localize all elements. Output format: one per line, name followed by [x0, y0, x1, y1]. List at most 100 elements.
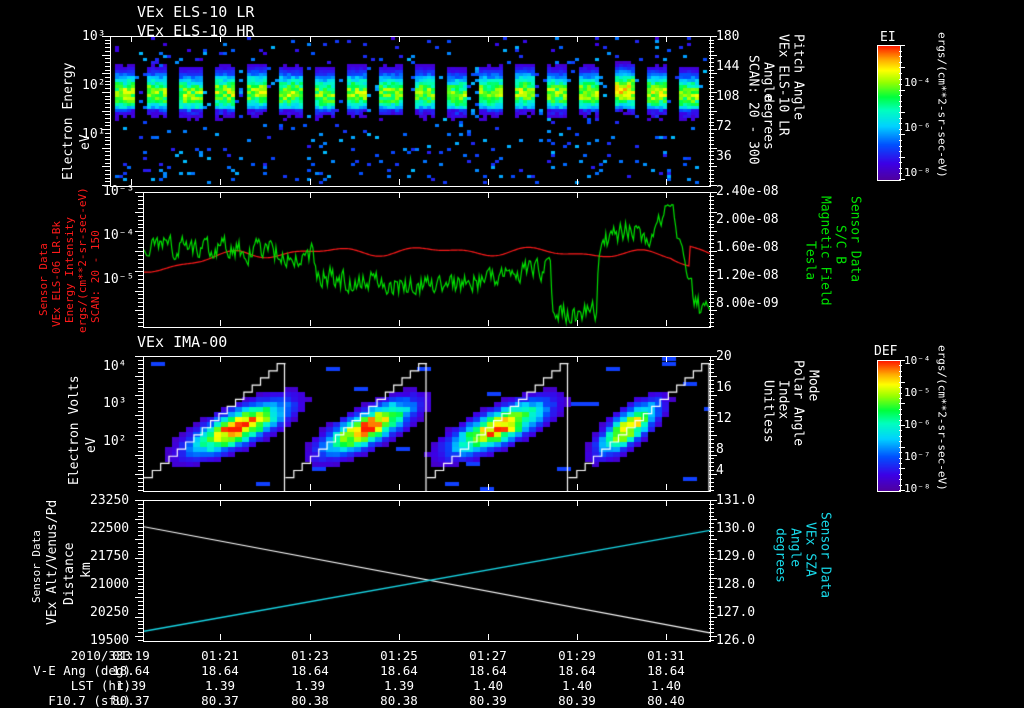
panel4-tickmark — [138, 601, 143, 602]
panel3-tickmark — [138, 478, 143, 479]
panel3-tickmark — [138, 403, 143, 404]
colorbar2-ticks: 10⁻⁴ 10⁻⁵ 10⁻⁶ 10⁻⁷ 10⁻⁸ — [900, 354, 960, 495]
panel1-time-tickmark — [577, 179, 578, 185]
panel1-tickmark — [709, 159, 714, 160]
panel2-time-tickmark — [220, 320, 221, 326]
panel3-tickmark — [709, 403, 714, 404]
footer-f107-4: 80.39 — [469, 693, 507, 708]
panel3-right-label-1: Mode — [805, 370, 821, 402]
panel2-time-tickmark — [577, 192, 578, 198]
panel1-left-axis-label: Electron Energy — [61, 55, 76, 180]
panel4-time-tickmark — [577, 634, 578, 640]
footer-time-2: 01:23 — [291, 648, 329, 663]
panel3-plot[interactable] — [143, 356, 711, 492]
panel4-tickmark — [709, 593, 714, 594]
panel4-time-tickmark — [310, 500, 311, 506]
panel1-tickmark — [105, 81, 110, 82]
panel4-tickmark — [709, 632, 714, 633]
panel4-rtick-5: 126.0 — [716, 633, 756, 648]
panel1-tickmark — [102, 36, 110, 37]
panel2-tickmark — [709, 224, 714, 225]
panel1-ytick-1: 10² — [82, 78, 106, 93]
colorbar1-tickmark — [899, 112, 905, 113]
panel3-tickmark — [138, 431, 143, 432]
panel4-tickmark — [138, 613, 143, 614]
panel3-tickmark — [138, 486, 143, 487]
colorbar2-tickmark — [899, 441, 902, 442]
panel1-tickmark — [105, 40, 110, 41]
panel4-tickmark — [709, 574, 714, 575]
panel1-tickmark — [709, 144, 714, 145]
panel4-tickmark — [709, 527, 714, 528]
panel1-time-tickmark — [220, 36, 221, 42]
footer-time-0: 01:19 — [112, 648, 150, 663]
colorbar2[interactable] — [877, 360, 901, 492]
panel1-tickmark — [105, 66, 110, 67]
colorbar1-tickmark — [899, 45, 905, 46]
panel1-tickmark — [105, 62, 110, 63]
panel2-plot[interactable] — [143, 192, 711, 328]
panel4-ytick-1: 22500 — [90, 521, 130, 536]
panel2-tickmark — [709, 212, 717, 213]
panel2-tickmark — [709, 267, 714, 268]
panel4-tickmark — [709, 508, 714, 509]
panel1-right-axis-label-a: Pitch Angle — [791, 34, 806, 164]
colorbar1-units: ergs/(cm**2-sr-sec-eV) — [936, 32, 949, 178]
panel1-tickmark — [709, 122, 714, 123]
footer-date-label: 2010/333 — [70, 648, 131, 663]
panel3-tickmark — [138, 447, 143, 448]
panel4-tickmark — [138, 605, 143, 606]
panel4-tickmark — [709, 578, 717, 579]
panel1-tickmark — [105, 77, 110, 78]
panel2-tickmark — [138, 287, 143, 288]
panel1-tickmark — [709, 66, 714, 67]
panel2-tickmark — [709, 291, 717, 292]
colorbar1-tickmark — [899, 134, 905, 135]
panel1-tickmark — [105, 96, 110, 97]
panel1-tickmark — [709, 70, 714, 71]
panel4-plot[interactable] — [143, 500, 711, 642]
panel1-tickmark — [709, 111, 717, 112]
panel2-tickmark — [709, 259, 714, 260]
panel1-tickmark — [709, 151, 714, 152]
panel4-rtick-4: 127.0 — [716, 605, 756, 620]
panel4-tickmark — [709, 547, 714, 548]
panel3-rtick-3: 8 — [716, 442, 724, 457]
panel4-time-tickmark — [399, 500, 400, 506]
footer-f107-5: 80.39 — [558, 693, 596, 708]
panel3-tickmark — [709, 482, 714, 483]
panel4-tickmark — [135, 558, 143, 559]
panel1-tickmark — [709, 81, 714, 82]
panel1-tickmark — [709, 73, 717, 74]
panel1-tickmark — [709, 43, 714, 44]
panel3-time-tickmark — [310, 484, 311, 490]
panel2-time-tickmark — [666, 320, 667, 326]
panel2-tickmark — [709, 294, 714, 295]
colorbar1-tickmark — [899, 151, 902, 152]
panel3-time-tickmark — [577, 484, 578, 490]
panel2-tickmark — [709, 231, 717, 232]
panel4-time-tickmark — [666, 634, 667, 640]
panel2-tickmark — [138, 196, 143, 197]
panel3-rtick-2: 12 — [716, 411, 732, 426]
panel2-ytick-2: 10⁻⁵ — [103, 272, 135, 287]
panel2-tickmark — [135, 271, 143, 272]
panel3-tickmark — [709, 474, 717, 475]
panel1-tickmark — [102, 166, 110, 167]
colorbar2-tickmark — [899, 447, 905, 448]
panel1-right-axis-label-c: Angle — [761, 62, 776, 142]
panel1-tickmark — [105, 114, 110, 115]
footer-lst-1: 1.39 — [204, 678, 236, 693]
panel3-tickmark — [135, 474, 143, 475]
panel2-tickmark — [138, 318, 143, 319]
panel1-tickmark — [105, 103, 110, 104]
colorbar1[interactable] — [877, 45, 901, 181]
panel3-tickmark — [135, 435, 143, 436]
panel2-tickmark — [709, 255, 714, 256]
panel3-title: VEx IMA-00 — [137, 333, 228, 351]
panel1-tickmark — [709, 103, 714, 104]
panel1-tickmark — [102, 185, 110, 186]
colorbar1-tickmark — [899, 62, 902, 63]
panel1-plot[interactable] — [110, 36, 711, 187]
colorbar2-tickmark — [899, 420, 902, 421]
